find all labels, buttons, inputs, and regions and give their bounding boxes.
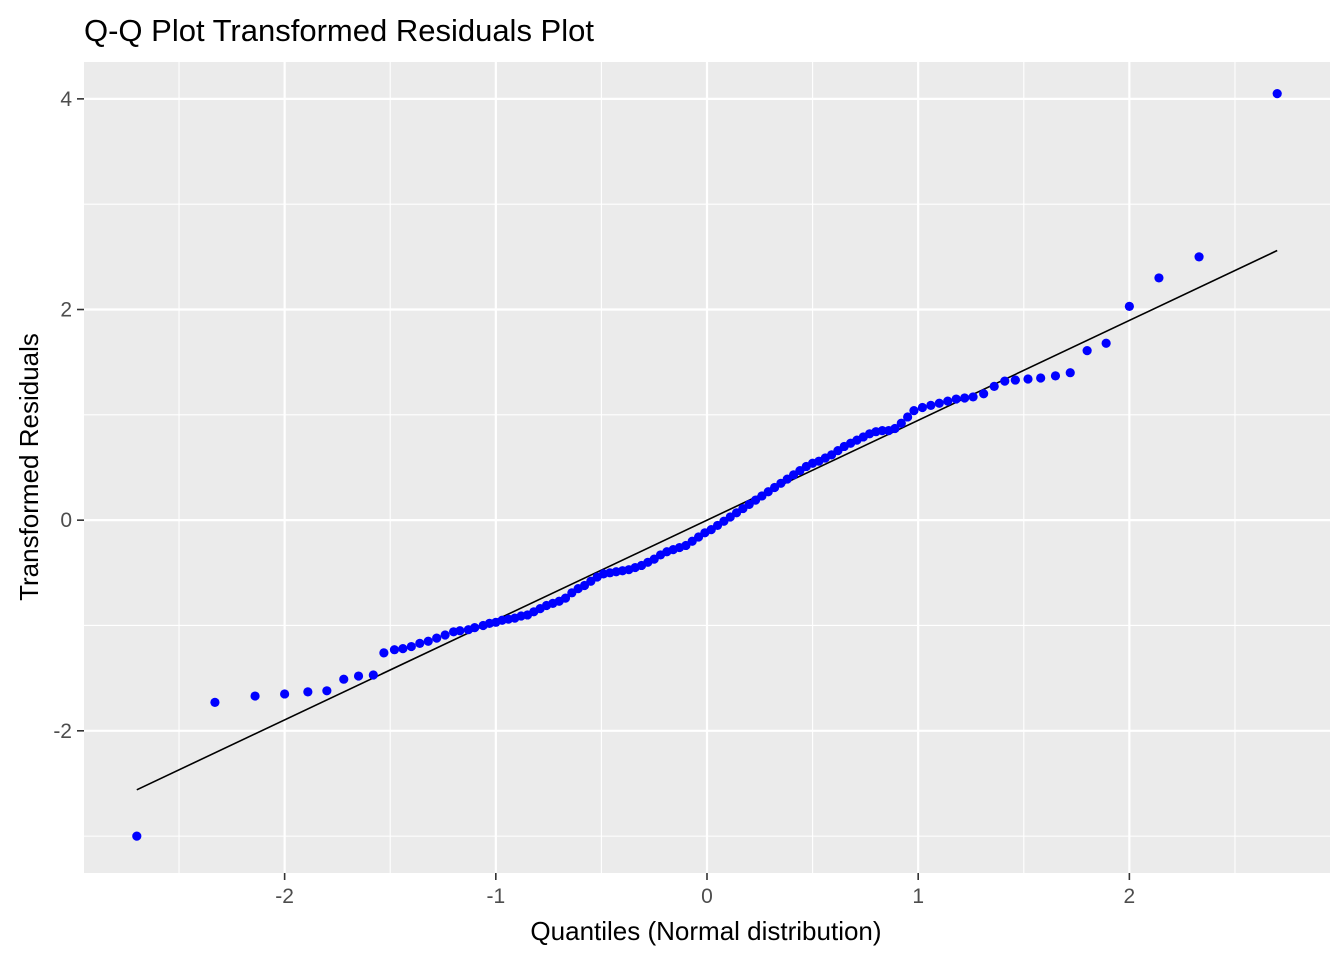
- data-point: [368, 670, 378, 680]
- chart-title: Q-Q Plot Transformed Residuals Plot: [84, 13, 594, 48]
- data-point: [979, 389, 989, 399]
- points-layer: [132, 88, 1282, 841]
- data-point: [943, 396, 953, 406]
- data-point: [1194, 252, 1204, 262]
- data-point: [960, 393, 970, 403]
- y-axis-title: Transformed Residuals: [14, 333, 44, 601]
- x-tick-label: 0: [701, 885, 713, 908]
- data-point: [423, 636, 433, 646]
- data-point: [1101, 338, 1111, 348]
- data-point: [250, 691, 260, 701]
- data-point: [909, 406, 919, 416]
- data-point: [280, 689, 290, 699]
- data-point: [470, 622, 480, 633]
- data-point: [560, 593, 571, 603]
- data-point: [968, 392, 978, 402]
- data-point: [1023, 374, 1033, 384]
- x-tick-label: 1: [912, 885, 924, 908]
- qq-reference-line: [136, 249, 1278, 791]
- data-point: [926, 400, 936, 410]
- data-point: [210, 697, 220, 707]
- data-point: [406, 641, 416, 652]
- x-tick-label: -2: [275, 885, 294, 908]
- y-tick-label: 4: [60, 88, 72, 111]
- data-point: [353, 671, 364, 681]
- y-tick-label: -2: [53, 720, 72, 743]
- data-point: [951, 394, 961, 404]
- data-point: [415, 638, 425, 648]
- y-tick-label: 0: [60, 509, 72, 532]
- major-gridlines: [84, 62, 1330, 873]
- data-point: [455, 626, 465, 636]
- data-point: [132, 831, 142, 841]
- data-point: [339, 674, 349, 684]
- data-point: [877, 426, 887, 436]
- data-point: [379, 648, 389, 658]
- data-point: [896, 418, 906, 428]
- data-point: [389, 645, 400, 655]
- data-point: [1036, 373, 1046, 383]
- data-point: [1154, 273, 1164, 283]
- data-point: [1124, 301, 1134, 311]
- data-point: [903, 412, 913, 422]
- data-point: [432, 633, 442, 643]
- data-point: [890, 423, 900, 434]
- data-point: [1065, 368, 1075, 378]
- data-point: [440, 630, 450, 640]
- data-point: [1050, 371, 1061, 381]
- data-point: [917, 402, 928, 413]
- data-point: [989, 381, 999, 391]
- data-point: [1010, 375, 1020, 385]
- x-tick-label: 2: [1124, 885, 1136, 908]
- x-tick-label: -1: [486, 885, 505, 908]
- x-axis-title: Quantiles (Normal distribution): [530, 916, 881, 946]
- y-tick-label: 2: [60, 299, 72, 322]
- data-point: [303, 687, 313, 697]
- data-point: [934, 398, 944, 408]
- data-point: [322, 686, 332, 696]
- data-point: [398, 644, 408, 654]
- axes-layer: -2 -1 0 1 2 -2 0 2 4: [53, 88, 1135, 908]
- data-point: [1082, 345, 1092, 356]
- data-point: [1272, 88, 1282, 99]
- reference-line-layer: [136, 249, 1278, 791]
- data-point: [1000, 376, 1010, 386]
